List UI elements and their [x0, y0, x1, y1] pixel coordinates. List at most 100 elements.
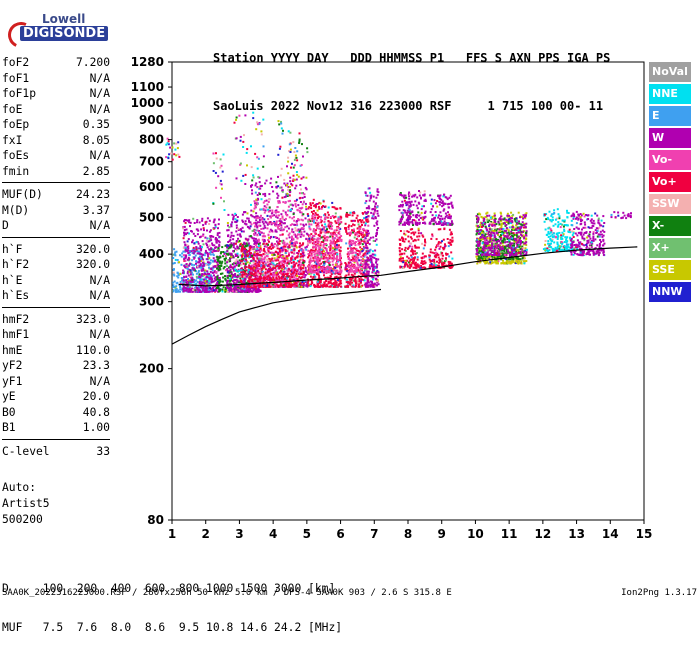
echo-point: [202, 290, 204, 292]
echo-point: [179, 291, 181, 293]
echo-point: [202, 240, 204, 242]
echo-point: [258, 239, 260, 241]
echo-point: [424, 222, 426, 224]
echo-point: [408, 192, 410, 194]
echo-point: [310, 241, 312, 243]
echo-point: [245, 259, 247, 261]
echo-point: [316, 227, 318, 229]
echo-point: [232, 290, 234, 292]
echo-point: [402, 224, 404, 226]
echo-point: [367, 225, 369, 227]
echo-point: [413, 195, 415, 197]
echo-point: [184, 229, 186, 231]
echo-point: [345, 275, 347, 277]
echo-point: [270, 178, 272, 180]
echo-point: [329, 243, 331, 245]
echo-point: [248, 286, 250, 288]
echo-point: [259, 284, 261, 286]
echo-point: [208, 275, 210, 277]
echo-point: [248, 269, 250, 271]
echo-point: [370, 195, 372, 197]
echo-point: [424, 244, 426, 246]
echo-point: [359, 219, 361, 221]
echo-point: [303, 176, 305, 178]
echo-point: [242, 214, 244, 216]
echo-point: [349, 284, 351, 286]
echo-point: [423, 216, 425, 218]
echo-point: [286, 275, 288, 277]
echo-point: [188, 257, 190, 259]
echo-point: [372, 278, 374, 280]
echo-point: [273, 222, 275, 224]
echo-point: [357, 219, 359, 221]
echo-point: [272, 263, 274, 265]
echo-point: [401, 201, 403, 203]
echo-point: [354, 286, 356, 288]
echo-point: [210, 271, 212, 273]
echo-point: [189, 263, 191, 265]
echo-point: [286, 277, 288, 279]
echo-point: [217, 234, 219, 236]
echo-point: [235, 254, 237, 256]
echo-point: [366, 235, 368, 237]
echo-point: [293, 249, 295, 251]
echo-point: [293, 213, 295, 215]
echo-point: [359, 246, 361, 248]
echo-point: [313, 266, 315, 268]
echo-point: [256, 248, 258, 250]
echo-point: [352, 260, 354, 262]
echo-point: [293, 277, 295, 279]
echo-point: [288, 252, 290, 254]
echo-point: [410, 205, 412, 207]
echo-point: [258, 245, 260, 247]
echo-point: [265, 221, 267, 223]
echo-point: [210, 254, 212, 256]
echo-point: [339, 268, 341, 270]
echo-point: [286, 243, 288, 245]
echo-point: [350, 247, 352, 249]
echo-point: [311, 238, 313, 240]
echo-point: [194, 280, 196, 282]
echo-point: [294, 227, 296, 229]
echo-point: [191, 241, 193, 243]
echo-point: [208, 267, 210, 269]
echo-point: [340, 240, 342, 242]
echo-point: [443, 262, 445, 264]
echo-point: [348, 228, 350, 230]
echo-point: [286, 257, 288, 259]
echo-point: [199, 273, 201, 275]
echo-point: [250, 272, 252, 274]
echo-point: [406, 230, 408, 232]
echo-point: [307, 250, 309, 252]
echo-point: [244, 278, 246, 280]
echo-point: [227, 291, 229, 293]
echo-point: [319, 247, 321, 249]
echo-point: [326, 239, 328, 241]
echo-point: [288, 228, 290, 230]
echo-point: [352, 214, 354, 216]
echo-point: [193, 252, 195, 254]
echo-point: [257, 194, 259, 196]
echo-point: [314, 271, 316, 273]
echo-point: [234, 213, 236, 215]
echo-point: [282, 217, 284, 219]
echo-point: [206, 230, 208, 232]
echo-point: [245, 245, 247, 247]
echo-point: [173, 248, 175, 250]
echo-point: [332, 206, 334, 208]
echo-point: [278, 214, 280, 216]
echo-point: [257, 230, 259, 232]
echo-point: [243, 286, 245, 288]
echo-point: [424, 240, 426, 242]
echo-point: [317, 217, 319, 219]
echo-point: [244, 253, 246, 255]
echo-point: [259, 258, 261, 260]
echo-point: [346, 216, 348, 218]
echo-point: [254, 208, 256, 210]
echo-point: [334, 230, 336, 232]
echo-point: [268, 237, 270, 239]
echo-point: [263, 285, 265, 287]
echo-point: [210, 268, 212, 270]
echo-point: [353, 267, 355, 269]
echo-point: [262, 235, 264, 237]
